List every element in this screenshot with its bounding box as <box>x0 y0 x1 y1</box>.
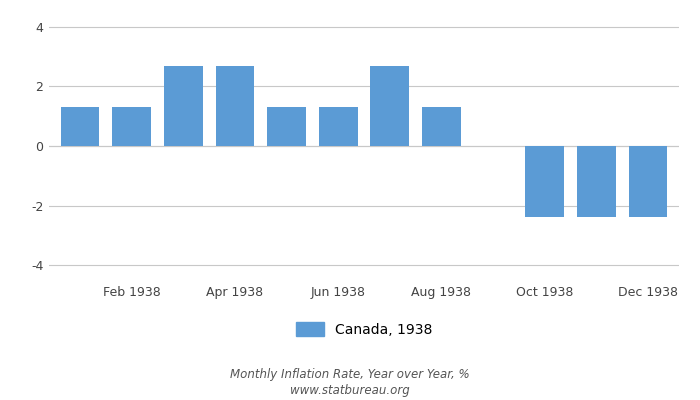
Bar <box>216 66 254 146</box>
Bar <box>422 107 461 146</box>
Bar <box>629 146 667 218</box>
Bar <box>318 107 358 146</box>
Bar <box>61 107 99 146</box>
Bar <box>164 66 202 146</box>
Text: Monthly Inflation Rate, Year over Year, %: Monthly Inflation Rate, Year over Year, … <box>230 368 470 381</box>
Bar <box>577 146 616 218</box>
Bar <box>112 107 151 146</box>
Bar <box>267 107 306 146</box>
Legend: Canada, 1938: Canada, 1938 <box>296 322 432 336</box>
Text: www.statbureau.org: www.statbureau.org <box>290 384 410 397</box>
Bar <box>526 146 564 218</box>
Bar <box>370 66 410 146</box>
